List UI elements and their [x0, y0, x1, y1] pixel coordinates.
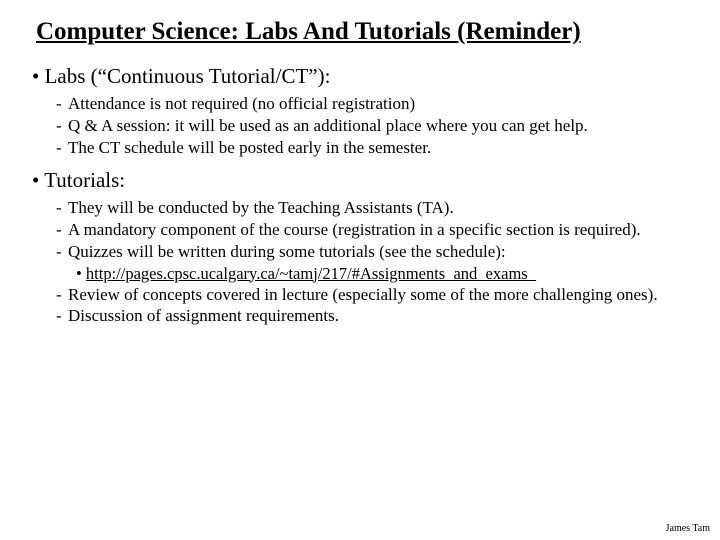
list-item: Attendance is not required (no official … — [56, 93, 692, 115]
section-heading-labs: • Labs (“Continuous Tutorial/CT”): — [32, 64, 692, 89]
list-item: Q & A session: it will be used as an add… — [56, 115, 692, 137]
tutorials-list: They will be conducted by the Teaching A… — [56, 197, 692, 327]
link-line: • http://pages.cpsc.ucalgary.ca/~tamj/21… — [76, 263, 692, 284]
bullet-dot: • — [76, 264, 82, 283]
labs-list: Attendance is not required (no official … — [56, 93, 692, 158]
schedule-link[interactable]: http://pages.cpsc.ucalgary.ca/~tamj/217/… — [86, 264, 536, 283]
footer-author: James Tam — [666, 523, 710, 534]
list-item: Discussion of assignment requirements. — [56, 305, 692, 327]
list-item: Quizzes will be written during some tuto… — [56, 241, 692, 263]
section-heading-tutorials: • Tutorials: — [32, 168, 692, 193]
list-item: They will be conducted by the Teaching A… — [56, 197, 692, 219]
list-item: A mandatory component of the course (reg… — [56, 219, 692, 241]
list-item: Review of concepts covered in lecture (e… — [56, 284, 692, 306]
list-item: The CT schedule will be posted early in … — [56, 137, 692, 159]
slide-title: Computer Science: Labs And Tutorials (Re… — [36, 18, 692, 46]
slide: Computer Science: Labs And Tutorials (Re… — [0, 0, 720, 540]
